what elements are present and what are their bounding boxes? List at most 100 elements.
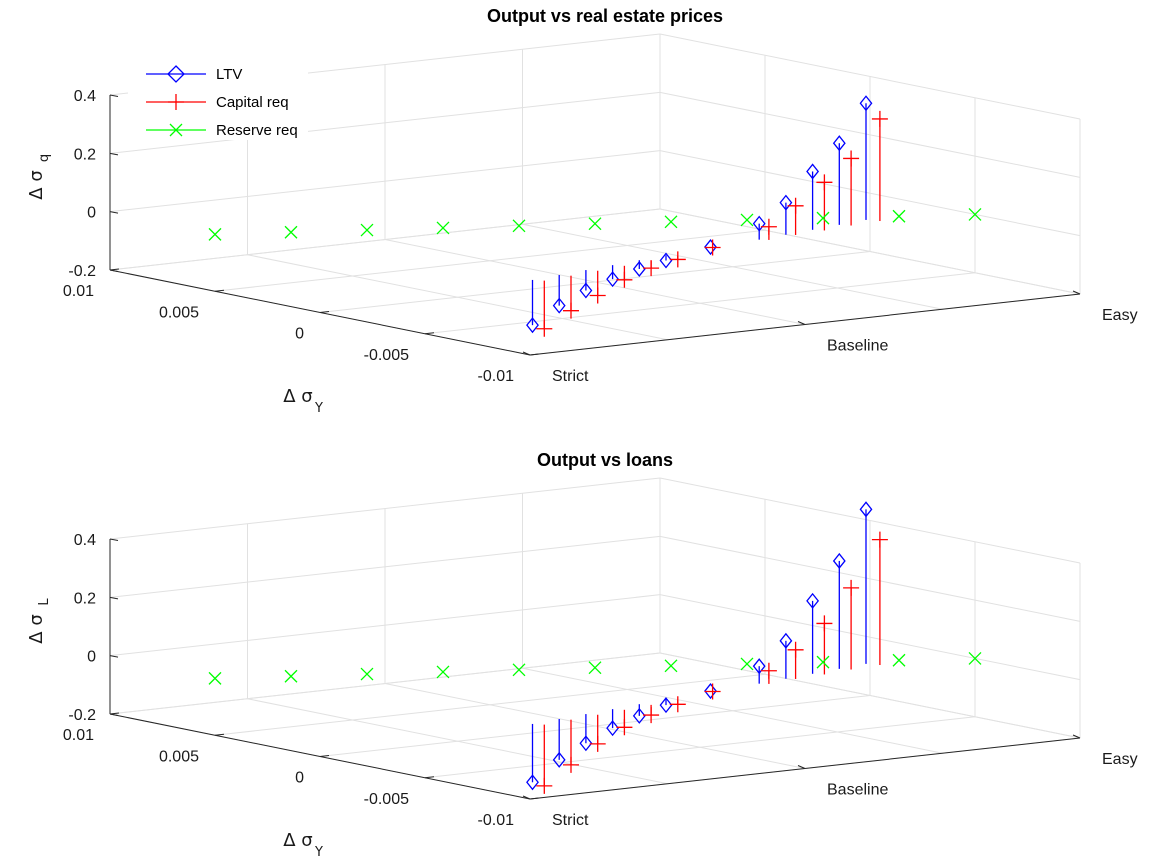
- data-point: [704, 683, 717, 700]
- data-point: [669, 696, 686, 713]
- z-tick: [109, 211, 119, 214]
- data-point: [588, 217, 602, 231]
- data-point: [616, 719, 633, 736]
- grid-line: [424, 716, 976, 779]
- y-tick-label: 0.005: [159, 304, 199, 321]
- data-point: [832, 135, 846, 152]
- z-tick: [109, 596, 119, 600]
- data-point: [579, 735, 593, 752]
- grid-line: [109, 535, 661, 598]
- data-point: [284, 669, 298, 683]
- data-point: [832, 552, 846, 569]
- data-point: [563, 756, 579, 773]
- legend-item-reserve-req: Reserve req: [146, 122, 298, 139]
- data-point: [589, 735, 606, 752]
- data-point: [632, 707, 646, 724]
- y-tick: [109, 268, 120, 271]
- y-axis-label: Δ σ: [283, 830, 312, 851]
- data-point: [659, 252, 673, 269]
- data-point: [779, 632, 793, 649]
- chart-loans: Output vs loans 0.4 0.2 0 -0.2 0.01 0.005 0 -0.…: [26, 450, 1138, 860]
- z-tick-label: 0: [87, 205, 96, 222]
- grid-line: [319, 695, 871, 757]
- z-tick-label: -0.2: [68, 263, 96, 280]
- grid-line: [109, 594, 661, 657]
- y-axis-label-sub: Y: [314, 845, 323, 860]
- legend-label-capital-req: Capital req: [216, 94, 289, 111]
- series-capital-req: [536, 531, 888, 794]
- data-point: [579, 282, 593, 299]
- data-point: [664, 659, 678, 673]
- grid-line: [109, 150, 661, 213]
- data-point: [526, 774, 539, 791]
- x-tick: [797, 765, 806, 769]
- x-tick-label: Strict: [552, 368, 589, 385]
- data-point: [871, 110, 888, 127]
- y-tick: [214, 289, 225, 292]
- x-tick-label: Easy: [1102, 307, 1138, 324]
- legend: LTV Capital req Reserve req: [128, 60, 308, 140]
- data-point: [552, 751, 566, 768]
- data-point: [563, 302, 579, 319]
- y-tick: [529, 353, 540, 356]
- data-point: [588, 661, 602, 675]
- chart-title: Output vs loans: [537, 450, 673, 470]
- grid-line: [214, 229, 766, 292]
- data-point: [859, 95, 873, 112]
- data-point: [704, 239, 717, 256]
- z-axis-label-sub: L: [37, 598, 52, 606]
- z-tick: [109, 538, 119, 541]
- data-point: [787, 641, 804, 658]
- data-point: [779, 194, 793, 211]
- y-axis-label-sub: Y: [314, 401, 323, 416]
- z-tick-label: -0.2: [68, 707, 96, 724]
- data-point: [643, 260, 660, 277]
- data-point: [664, 215, 678, 229]
- data-point: [659, 697, 673, 714]
- grid-line: [109, 208, 661, 271]
- axes: 0.4 0.2 0 -0.2 0.01 0.005 0 -0.005 -0.01 Strict Ba…: [26, 532, 1138, 860]
- legend-item-ltv: LTV: [146, 65, 242, 83]
- x-tick: [797, 321, 806, 325]
- data-point: [208, 671, 222, 685]
- grid-line: [109, 477, 661, 540]
- z-tick-label: 0.2: [74, 590, 96, 607]
- data-point: [643, 707, 660, 724]
- series-reserve-req: [208, 651, 982, 685]
- grid-line: [109, 652, 661, 715]
- data-point: [752, 215, 766, 232]
- data-point: [806, 163, 820, 180]
- x-tick: [1072, 734, 1081, 739]
- y-tick-label: -0.01: [478, 368, 515, 385]
- y-tick: [319, 755, 330, 757]
- z-tick: [109, 655, 119, 658]
- data-point: [616, 271, 633, 288]
- x-tick-label: Baseline: [827, 782, 888, 799]
- z-tick-label: 0: [87, 649, 96, 666]
- data-point: [704, 683, 721, 700]
- z-tick: [109, 152, 119, 156]
- data-point: [892, 209, 906, 223]
- legend-label-reserve-req: Reserve req: [216, 122, 298, 139]
- series-capital-req: [536, 110, 888, 337]
- data-point: [632, 260, 646, 277]
- data-point: [512, 219, 526, 233]
- data-point: [740, 657, 754, 671]
- chart-real-estate: Output vs real estate prices 0.4 0.2 0 -0.2…: [26, 6, 1138, 416]
- z-axis-label: Δ σ: [26, 170, 47, 199]
- y-tick-label: 0: [295, 326, 304, 343]
- data-point: [816, 615, 833, 632]
- z-tick: [109, 94, 119, 97]
- y-tick: [529, 797, 540, 800]
- x-tick-label: Strict: [552, 812, 589, 829]
- data-point: [704, 239, 721, 256]
- data-point: [606, 720, 620, 737]
- z-axis-label: Δ σ: [26, 614, 47, 643]
- grid-line: [319, 251, 871, 313]
- data-point: [787, 197, 804, 214]
- y-tick-label: -0.005: [364, 791, 409, 808]
- grid-line: [109, 91, 661, 154]
- data-point: [606, 271, 620, 288]
- chart-title: Output vs real estate prices: [487, 6, 723, 26]
